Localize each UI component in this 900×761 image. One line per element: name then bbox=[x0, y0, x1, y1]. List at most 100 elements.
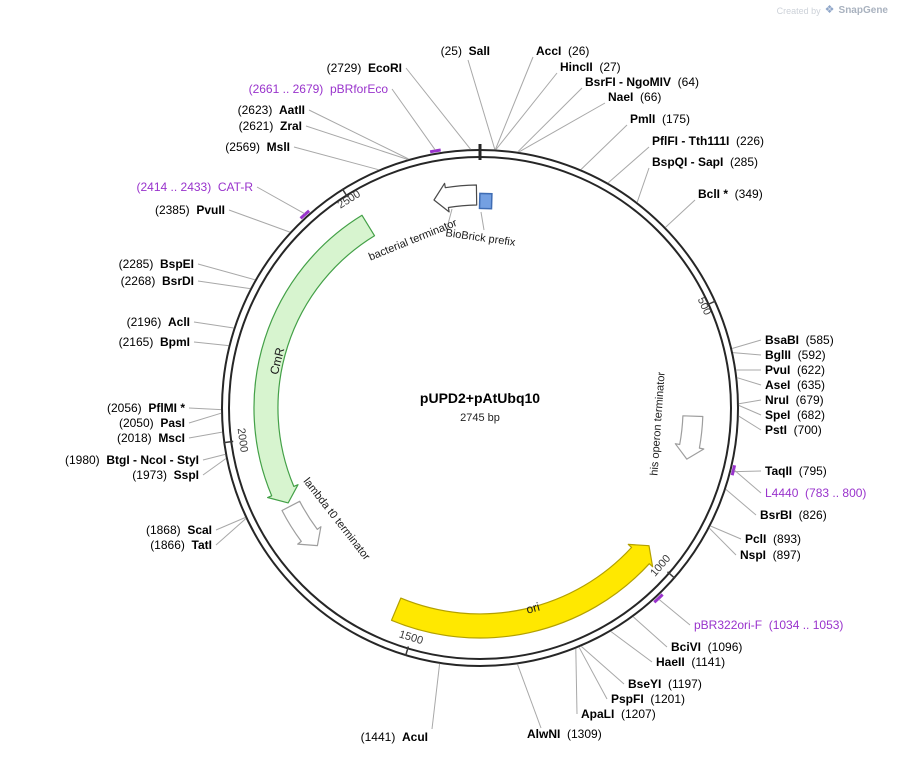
enzyme-label-apali[interactable]: ApaLI (1207) bbox=[581, 707, 656, 721]
feature-label-biobrick-prefix[interactable]: BioBrick prefix bbox=[445, 227, 517, 249]
enzyme-label-bglii[interactable]: BglII (592) bbox=[765, 348, 826, 362]
site-leader-line bbox=[738, 399, 762, 405]
enzyme-label-pmli[interactable]: PmlI (175) bbox=[630, 112, 690, 126]
site-leader-line bbox=[632, 616, 668, 648]
enzyme-label-bspqi-sapi[interactable]: BspQI - SapI (285) bbox=[652, 155, 758, 169]
feature-label-lambda-t0-terminator[interactable]: lambda t0 terminator bbox=[301, 476, 373, 563]
primer-label-l4440[interactable]: L4440 (783 .. 800) bbox=[765, 486, 866, 500]
enzyme-label-acui[interactable]: (1441) AcuI bbox=[361, 730, 428, 744]
site-leader-line bbox=[710, 525, 742, 540]
enzyme-label-zrai[interactable]: (2621) ZraI bbox=[239, 119, 302, 133]
scale-tick-label: 1500 bbox=[398, 629, 425, 648]
feature-cmr[interactable] bbox=[253, 214, 376, 504]
enzyme-label-nspi[interactable]: NspI (897) bbox=[740, 548, 801, 562]
feature-label-connector bbox=[446, 208, 453, 229]
enzyme-label-scai[interactable]: (1868) ScaI bbox=[146, 523, 212, 537]
enzyme-label-asei[interactable]: AseI (635) bbox=[765, 378, 825, 392]
enzyme-label-bcli[interactable]: BclI * (349) bbox=[698, 187, 763, 201]
credit: Created by ❖ SnapGene bbox=[776, 5, 888, 17]
site-leader-line bbox=[405, 67, 471, 150]
plasmid-size: 2745 bp bbox=[460, 412, 500, 424]
enzyme-label-aatii[interactable]: (2623) AatII bbox=[238, 103, 305, 117]
site-leader-line bbox=[517, 87, 583, 153]
enzyme-label-pcli[interactable]: PclI (893) bbox=[745, 532, 801, 546]
primer-label-pbr322ori-f[interactable]: pBR322ori-F (1034 .. 1053) bbox=[694, 618, 843, 632]
site-leader-line bbox=[202, 453, 226, 461]
feature-biobrick-prefix[interactable] bbox=[478, 192, 493, 210]
feature-label-cmr[interactable]: CmR bbox=[267, 346, 287, 376]
site-leader-line bbox=[308, 109, 409, 160]
enzyme-label-pspfi[interactable]: PspFI (1201) bbox=[611, 692, 685, 706]
enzyme-label-naei[interactable]: NaeI (66) bbox=[608, 90, 661, 104]
feature-label-ori[interactable]: ori bbox=[525, 600, 542, 617]
feature-ori[interactable] bbox=[390, 543, 654, 639]
enzyme-label-sspi[interactable]: (1973) SspI bbox=[132, 468, 199, 482]
scale-tick bbox=[667, 571, 676, 579]
scale-tick-label: 500 bbox=[695, 295, 714, 317]
enzyme-label-bpmi[interactable]: (2165) BpmI bbox=[119, 335, 190, 349]
enzyme-label-bspei[interactable]: (2285) BspEI bbox=[119, 257, 194, 271]
enzyme-label-bsrdi[interactable]: (2268) BsrDI bbox=[121, 274, 194, 288]
feature-label-bacterial-terminator[interactable]: bacterial terminator bbox=[367, 217, 459, 264]
enzyme-label-acci[interactable]: AccI (26) bbox=[536, 44, 589, 58]
enzyme-label-msli[interactable]: (2569) MslI bbox=[225, 140, 290, 154]
enzyme-label-pasi[interactable]: (2050) PasI bbox=[119, 416, 185, 430]
feature-his-operon-terminator[interactable] bbox=[674, 415, 705, 460]
primer-label-pbrforeco[interactable]: (2661 .. 2679) pBRforEco bbox=[249, 82, 389, 96]
enzyme-label-pflmi[interactable]: (2056) PflMI * bbox=[107, 401, 185, 415]
site-leader-line bbox=[305, 125, 408, 160]
site-leader-line bbox=[636, 167, 650, 203]
site-leader-line bbox=[188, 431, 223, 439]
site-leader-line bbox=[494, 56, 534, 150]
enzyme-label-nrui[interactable]: NruI (679) bbox=[765, 393, 824, 407]
site-leader-line bbox=[193, 321, 234, 329]
enzyme-label-psti[interactable]: PstI (700) bbox=[765, 423, 822, 437]
site-leader-line bbox=[293, 146, 379, 171]
site-leader-line bbox=[575, 648, 578, 715]
enzyme-label-acli[interactable]: (2196) AclI bbox=[127, 315, 190, 329]
primer-site-tick bbox=[730, 464, 737, 476]
site-leader-line bbox=[197, 280, 251, 290]
site-leader-line bbox=[607, 146, 650, 184]
enzyme-label-bseyi[interactable]: BseYI (1197) bbox=[628, 677, 702, 691]
site-leader-line bbox=[517, 664, 542, 729]
enzyme-label-bsrbi[interactable]: BsrBI (826) bbox=[760, 508, 827, 522]
credit-prefix: Created by bbox=[776, 5, 821, 16]
primer-label-cat-r[interactable]: (2414 .. 2433) CAT-R bbox=[137, 180, 254, 194]
enzyme-label-alwni[interactable]: AlwNI (1309) bbox=[527, 727, 602, 741]
site-leader-line bbox=[665, 199, 696, 228]
enzyme-label-bsrfi-ngomiv[interactable]: BsrFI - NgoMIV (64) bbox=[585, 75, 699, 89]
enzyme-label-btgi-ncoi-styi[interactable]: (1980) BtgI - NcoI - StyI bbox=[65, 453, 199, 467]
enzyme-label-pvuii[interactable]: (2385) PvuII bbox=[155, 203, 225, 217]
feature-bacterial-terminator[interactable] bbox=[433, 182, 478, 213]
site-leader-line bbox=[188, 412, 222, 424]
enzyme-label-msci[interactable]: (2018) MscI bbox=[117, 431, 185, 445]
feature-label-his-operon-terminator[interactable]: his operon terminator bbox=[648, 371, 667, 476]
site-leader-line bbox=[431, 663, 441, 730]
enzyme-label-hincii[interactable]: HincII (27) bbox=[560, 60, 621, 74]
enzyme-label-tati[interactable]: (1866) TatI bbox=[150, 538, 212, 552]
enzyme-label-bsabi[interactable]: BsaBI (585) bbox=[765, 333, 834, 347]
site-leader-line bbox=[188, 407, 222, 411]
scale-tick bbox=[223, 440, 234, 444]
site-leader-line bbox=[202, 458, 227, 476]
scale-tick bbox=[404, 646, 410, 657]
site-leader-line bbox=[215, 517, 246, 531]
feature-lambda-t0-terminator[interactable] bbox=[281, 500, 322, 547]
enzyme-label-bcivi[interactable]: BciVI (1096) bbox=[671, 640, 742, 654]
enzyme-label-spei[interactable]: SpeI (682) bbox=[765, 408, 825, 422]
site-leader-line bbox=[725, 489, 757, 516]
enzyme-label-pvui[interactable]: PvuI (622) bbox=[765, 363, 825, 377]
site-leader-line bbox=[467, 59, 496, 150]
primer-site-tick bbox=[299, 209, 311, 220]
enzyme-label-pflfi-tth111i[interactable]: PflFI - Tth111I (226) bbox=[652, 134, 764, 148]
site-leader-line bbox=[738, 415, 762, 431]
enzyme-label-sali[interactable]: (25) SalI bbox=[441, 44, 490, 58]
enzyme-label-ecori[interactable]: (2729) EcoRI bbox=[327, 61, 402, 75]
enzyme-label-taqii[interactable]: TaqII (795) bbox=[765, 464, 827, 478]
site-leader-line bbox=[732, 352, 762, 356]
site-leader-line bbox=[215, 518, 247, 546]
site-leader-line bbox=[197, 263, 256, 281]
enzyme-label-haeii[interactable]: HaeII (1141) bbox=[656, 655, 725, 669]
